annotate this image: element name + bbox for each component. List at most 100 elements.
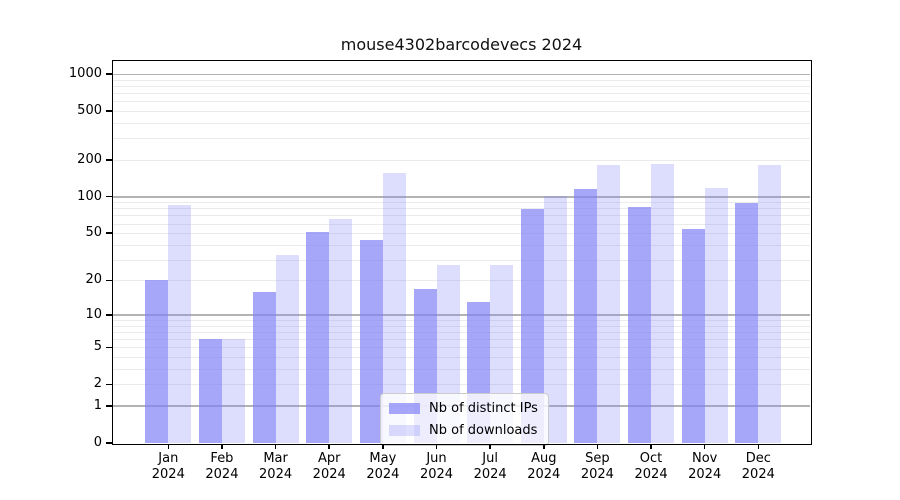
minor-gridline <box>113 202 810 204</box>
bar-oct-distinct-ips <box>628 207 652 443</box>
x-tick-month: Dec <box>745 451 771 466</box>
bar-apr-distinct-ips <box>306 232 330 443</box>
x-tick-year: 2024 <box>151 466 185 482</box>
minor-gridline <box>113 357 810 359</box>
x-tick <box>596 444 599 449</box>
y-tick-label: 2 <box>93 376 102 392</box>
x-tick-label: Aug 2024 <box>504 451 584 482</box>
x-tick <box>167 444 170 449</box>
y-tick-label: 1000 <box>68 66 102 82</box>
bar-oct-downloads <box>651 163 675 443</box>
minor-gridline <box>113 159 810 161</box>
y-tick <box>106 159 112 161</box>
x-tick <box>274 444 277 449</box>
bar-sep-downloads <box>597 164 621 443</box>
x-tick-year: 2024 <box>741 466 775 482</box>
legend-item-distinct-ips: Nb of distinct IPs <box>389 400 538 417</box>
bar-dec-distinct-ips <box>735 203 759 443</box>
y-tick <box>106 314 112 316</box>
x-tick-month: Nov <box>692 451 718 466</box>
y-tick-label: 20 <box>85 272 102 288</box>
y-tick <box>106 110 112 112</box>
bar-nov-downloads <box>704 188 728 443</box>
minor-gridline <box>113 320 810 322</box>
minor-gridline <box>113 259 810 261</box>
x-tick-year: 2024 <box>205 466 239 482</box>
x-tick-label: Jan 2024 <box>128 451 208 482</box>
y-tick <box>106 383 112 386</box>
x-tick-month: Feb <box>210 451 234 466</box>
x-tick-year: 2024 <box>527 466 561 482</box>
x-tick-month: Jul <box>482 451 498 466</box>
x-tick <box>757 444 760 449</box>
major-gridline <box>113 196 810 198</box>
y-tick-label: 5 <box>93 339 102 355</box>
bar-apr-downloads <box>329 219 353 443</box>
y-tick <box>106 442 112 444</box>
bar-feb-downloads <box>221 339 245 443</box>
x-tick-year: 2024 <box>259 466 293 482</box>
bar-sep-distinct-ips <box>574 189 598 443</box>
x-tick <box>543 444 545 449</box>
x-tick-month: Oct <box>639 451 663 466</box>
y-tick-label: 50 <box>85 225 102 241</box>
minor-gridline <box>113 101 810 103</box>
x-tick-label: Jul 2024 <box>450 451 530 482</box>
bar-jan-downloads <box>168 205 192 443</box>
x-tick <box>489 444 491 449</box>
major-gridline <box>113 73 810 76</box>
x-tick <box>221 444 223 449</box>
minor-gridline <box>113 244 810 246</box>
minor-gridline <box>113 138 810 140</box>
x-tick-year: 2024 <box>688 466 722 482</box>
x-tick-label: Dec 2024 <box>718 451 798 482</box>
x-tick-label: Jun 2024 <box>397 451 477 482</box>
x-tick-label: May 2024 <box>343 451 423 482</box>
minor-gridline <box>113 215 810 217</box>
legend-swatch-distinct-ips <box>389 403 420 414</box>
bar-aug-downloads <box>543 195 567 443</box>
x-tick <box>650 444 652 449</box>
bar-jan-distinct-ips <box>145 280 169 443</box>
x-tick-label: Mar 2024 <box>236 451 316 482</box>
y-tick <box>106 279 112 282</box>
major-gridline <box>113 314 810 316</box>
x-tick-label: Oct 2024 <box>611 451 691 482</box>
x-tick-month: Jun <box>426 451 447 466</box>
legend-label-downloads: Nb of downloads <box>429 423 538 438</box>
minor-gridline <box>113 347 810 349</box>
y-tick <box>106 232 112 234</box>
y-tick-label: 100 <box>77 188 102 204</box>
bar-feb-distinct-ips <box>198 339 222 443</box>
x-tick-month: Jan <box>158 451 179 466</box>
x-tick-month: Mar <box>263 451 288 466</box>
x-tick <box>328 444 330 449</box>
x-tick-label: Sep 2024 <box>557 451 637 482</box>
minor-gridline <box>113 86 810 88</box>
y-tick-label: 500 <box>77 103 102 119</box>
y-tick <box>106 405 112 407</box>
x-tick-month: Sep <box>585 451 610 466</box>
minor-gridline <box>113 339 810 341</box>
minor-gridline <box>113 384 810 386</box>
x-tick-label: Feb 2024 <box>182 451 262 482</box>
bar-may-downloads <box>382 172 406 443</box>
bar-dec-downloads <box>758 164 782 443</box>
minor-gridline <box>113 325 810 327</box>
x-tick-label: Nov 2024 <box>665 451 745 482</box>
minor-gridline <box>113 111 810 113</box>
minor-gridline <box>113 79 810 81</box>
minor-gridline <box>113 223 810 225</box>
x-tick-month: Aug <box>531 451 557 466</box>
legend-label-distinct-ips: Nb of distinct IPs <box>429 401 538 416</box>
y-tick-label: 0 <box>93 435 102 450</box>
legend-swatch-downloads <box>389 425 420 436</box>
bar-aug-distinct-ips <box>520 209 544 443</box>
minor-gridline <box>113 280 810 282</box>
bar-nov-distinct-ips <box>681 229 705 443</box>
bar-mar-downloads <box>275 254 299 443</box>
minor-gridline <box>113 233 810 235</box>
x-tick-label: Apr 2024 <box>289 451 369 482</box>
x-tick-year: 2024 <box>473 466 507 482</box>
